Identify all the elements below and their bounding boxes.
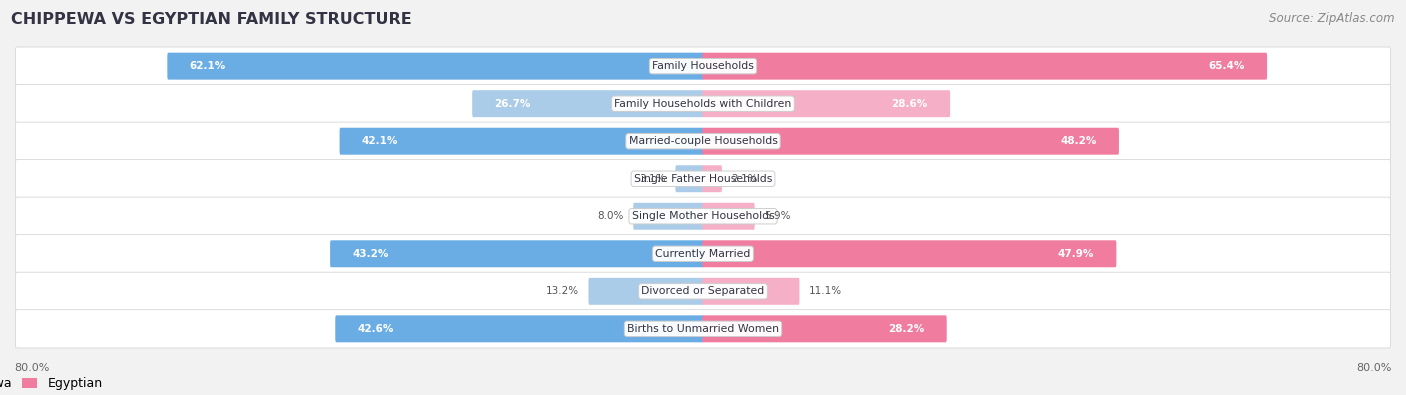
Text: 42.6%: 42.6% — [357, 324, 394, 334]
Text: Family Households with Children: Family Households with Children — [614, 99, 792, 109]
FancyBboxPatch shape — [340, 128, 704, 155]
FancyBboxPatch shape — [15, 122, 1391, 160]
Text: 5.9%: 5.9% — [763, 211, 790, 221]
Text: Divorced or Separated: Divorced or Separated — [641, 286, 765, 296]
FancyBboxPatch shape — [15, 160, 1391, 198]
Text: 28.2%: 28.2% — [889, 324, 924, 334]
Text: Family Households: Family Households — [652, 61, 754, 71]
Text: 80.0%: 80.0% — [1357, 363, 1392, 373]
FancyBboxPatch shape — [702, 315, 946, 342]
Text: 11.1%: 11.1% — [808, 286, 842, 296]
Text: 28.6%: 28.6% — [891, 99, 928, 109]
Text: 80.0%: 80.0% — [14, 363, 49, 373]
Text: Source: ZipAtlas.com: Source: ZipAtlas.com — [1270, 12, 1395, 25]
Text: 62.1%: 62.1% — [190, 61, 226, 71]
FancyBboxPatch shape — [15, 272, 1391, 310]
FancyBboxPatch shape — [702, 90, 950, 117]
FancyBboxPatch shape — [702, 165, 721, 192]
FancyBboxPatch shape — [702, 53, 1267, 80]
Text: 48.2%: 48.2% — [1060, 136, 1097, 146]
Text: 13.2%: 13.2% — [546, 286, 579, 296]
FancyBboxPatch shape — [702, 203, 755, 230]
Text: 43.2%: 43.2% — [353, 249, 389, 259]
Text: Single Mother Households: Single Mother Households — [631, 211, 775, 221]
Text: 2.1%: 2.1% — [731, 174, 758, 184]
Text: 47.9%: 47.9% — [1057, 249, 1094, 259]
FancyBboxPatch shape — [589, 278, 704, 305]
FancyBboxPatch shape — [15, 197, 1391, 235]
Text: CHIPPEWA VS EGYPTIAN FAMILY STRUCTURE: CHIPPEWA VS EGYPTIAN FAMILY STRUCTURE — [11, 12, 412, 27]
FancyBboxPatch shape — [702, 128, 1119, 155]
FancyBboxPatch shape — [330, 240, 704, 267]
FancyBboxPatch shape — [633, 203, 704, 230]
Text: 3.1%: 3.1% — [640, 174, 666, 184]
Text: 65.4%: 65.4% — [1208, 61, 1244, 71]
FancyBboxPatch shape — [15, 235, 1391, 273]
Text: Currently Married: Currently Married — [655, 249, 751, 259]
FancyBboxPatch shape — [335, 315, 704, 342]
Text: Births to Unmarried Women: Births to Unmarried Women — [627, 324, 779, 334]
FancyBboxPatch shape — [472, 90, 704, 117]
FancyBboxPatch shape — [167, 53, 704, 80]
Text: 8.0%: 8.0% — [598, 211, 624, 221]
FancyBboxPatch shape — [675, 165, 704, 192]
FancyBboxPatch shape — [702, 278, 800, 305]
FancyBboxPatch shape — [15, 47, 1391, 85]
Legend: Chippewa, Egyptian: Chippewa, Egyptian — [0, 372, 107, 395]
FancyBboxPatch shape — [702, 240, 1116, 267]
Text: 26.7%: 26.7% — [495, 99, 531, 109]
FancyBboxPatch shape — [15, 310, 1391, 348]
Text: 42.1%: 42.1% — [361, 136, 398, 146]
FancyBboxPatch shape — [15, 85, 1391, 123]
Text: Single Father Households: Single Father Households — [634, 174, 772, 184]
Text: Married-couple Households: Married-couple Households — [628, 136, 778, 146]
